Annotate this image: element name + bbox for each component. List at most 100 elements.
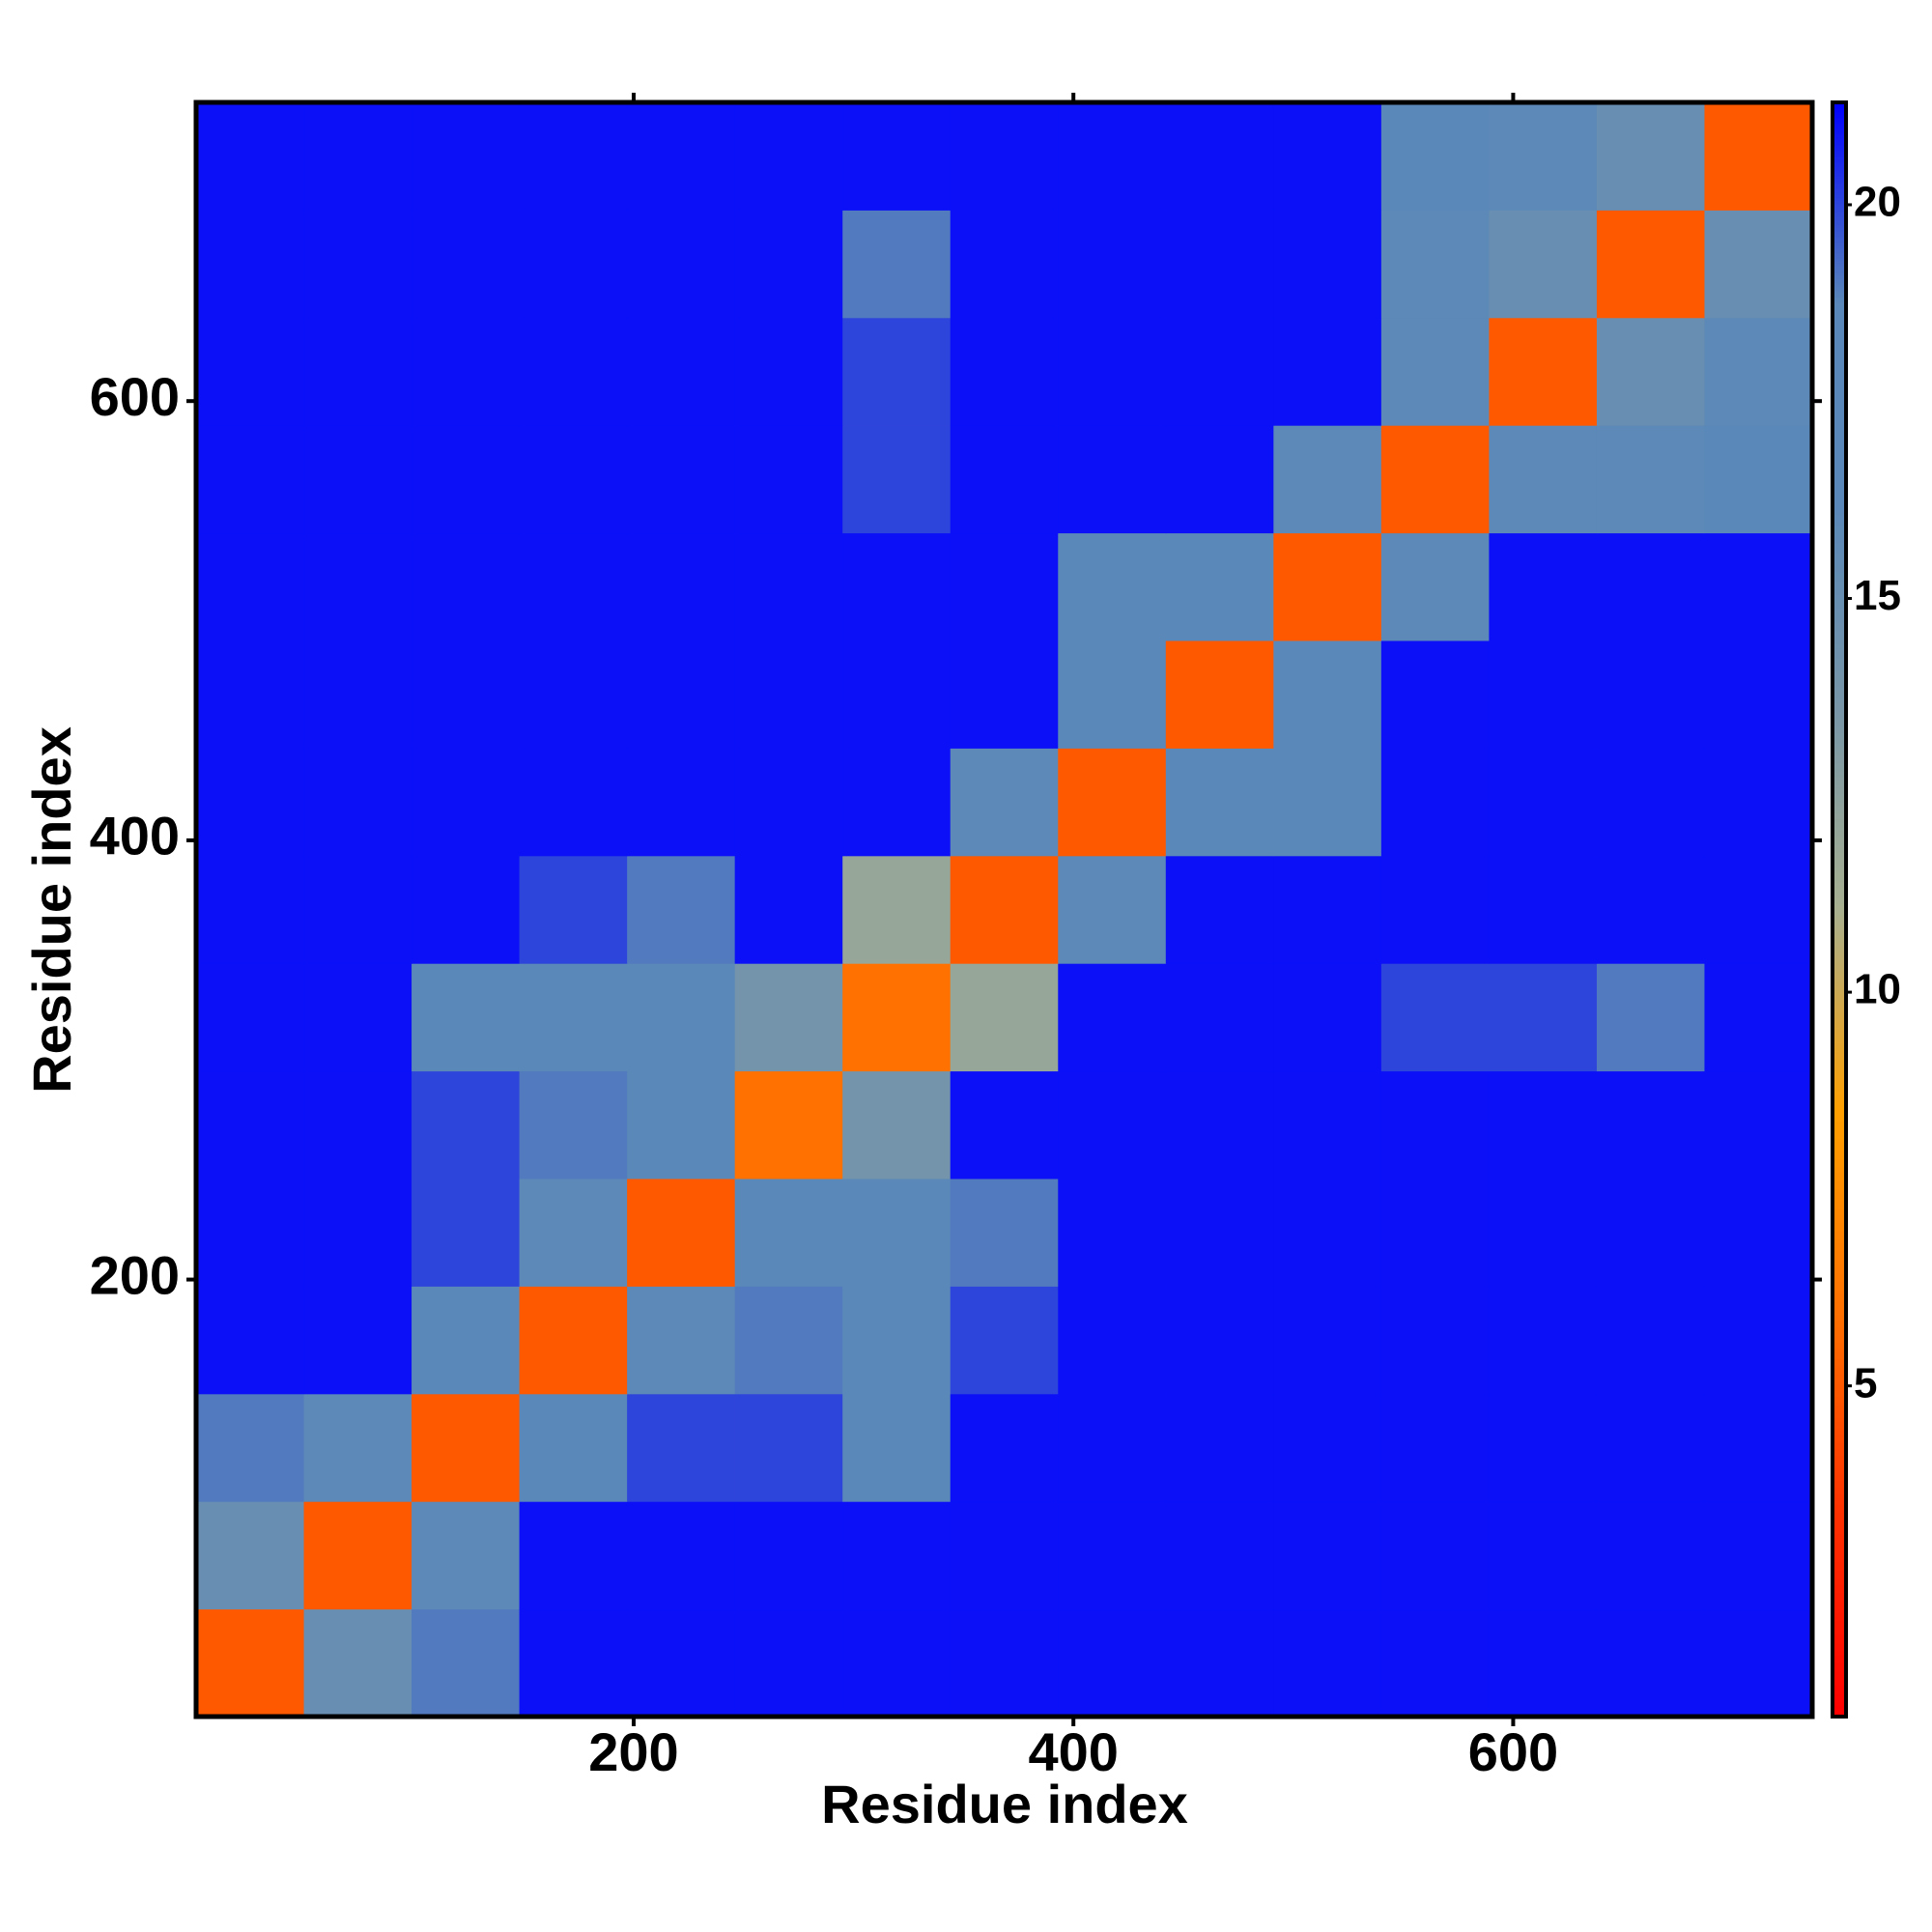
heatmap-cell — [196, 102, 305, 211]
heatmap-cell — [1165, 1393, 1274, 1502]
heatmap-cell — [1058, 425, 1167, 534]
colorbar — [1831, 100, 1848, 1719]
heatmap-cell — [196, 748, 305, 857]
heatmap-cell — [519, 532, 628, 641]
heatmap-cell — [196, 963, 305, 1072]
heatmap-cell — [1380, 1608, 1490, 1718]
heatmap-cell — [1704, 640, 1813, 749]
heatmap-cell — [842, 102, 952, 211]
heatmap-cell — [1273, 317, 1382, 426]
heatmap-cell — [196, 1070, 305, 1179]
heatmap-cell — [303, 963, 412, 1072]
heatmap-cell — [1380, 317, 1490, 426]
heatmap-cell — [1596, 532, 1705, 641]
heatmap-cell — [734, 1393, 843, 1502]
heatmap-cell — [1489, 1070, 1598, 1179]
heatmap-cell — [519, 748, 628, 857]
heatmap-cell — [519, 963, 628, 1072]
y-axis-title: Residue index — [21, 726, 82, 1094]
heatmap-cell — [1165, 1179, 1274, 1287]
y-tick-label: 200 — [90, 1244, 180, 1305]
heatmap-cell — [1058, 317, 1167, 426]
heatmap-cell — [1058, 748, 1167, 857]
heatmap-cell — [950, 425, 1059, 534]
heatmap-cell — [412, 1608, 521, 1718]
colorbar-tick-label: 15 — [1854, 572, 1901, 619]
heatmap-cell — [303, 532, 412, 641]
heatmap-cell — [519, 1179, 628, 1287]
heatmap-cell — [1273, 1179, 1382, 1287]
heatmap-cell — [950, 532, 1059, 641]
heatmap-cell — [1165, 425, 1274, 534]
heatmap-cell — [1165, 1070, 1274, 1179]
heatmap-cell — [1058, 640, 1167, 749]
heatmap-cell — [842, 1393, 952, 1502]
heatmap-cell — [1704, 210, 1813, 319]
heatmap-cell — [1380, 1070, 1490, 1179]
heatmap-cell — [1704, 963, 1813, 1072]
heatmap-cell — [303, 1179, 412, 1287]
heatmap-cell — [412, 317, 521, 426]
heatmap-cell — [842, 855, 952, 964]
heatmap-cell — [1704, 1608, 1813, 1718]
heatmap-cell — [1058, 1608, 1167, 1718]
heatmap-cell — [1165, 210, 1274, 319]
heatmap-cell — [1489, 1393, 1598, 1502]
heatmap-cell — [1058, 963, 1167, 1072]
heatmap-cell — [519, 1286, 628, 1395]
heatmap-cell — [519, 1608, 628, 1718]
heatmap-cell — [1704, 855, 1813, 964]
heatmap-cell — [1165, 855, 1274, 964]
heatmap-cell — [950, 210, 1059, 319]
heatmap-cell — [303, 102, 412, 211]
x-tick-label: 600 — [1468, 1721, 1558, 1782]
heatmap-cell — [1704, 1179, 1813, 1287]
heatmap-cell — [196, 855, 305, 964]
heatmap-cell — [1273, 748, 1382, 857]
heatmap-cell — [1596, 317, 1705, 426]
heatmap-cell — [1489, 317, 1598, 426]
heatmap-cell — [627, 855, 736, 964]
heatmap-cell — [1489, 1501, 1598, 1610]
heatmap-cell — [1380, 532, 1490, 641]
heatmap-cell — [1596, 1393, 1705, 1502]
heatmap-cell — [842, 210, 952, 319]
heatmap-cell — [1596, 1070, 1705, 1179]
heatmap-cell — [519, 1393, 628, 1502]
heatmap-cell — [842, 1608, 952, 1718]
heatmap-cell — [842, 1070, 952, 1179]
heatmap-cell — [842, 317, 952, 426]
heatmap-cell — [412, 1070, 521, 1179]
heatmap-cell — [950, 1070, 1059, 1179]
heatmap-cell — [1704, 1393, 1813, 1502]
heatmap-cell — [1489, 963, 1598, 1072]
heatmap-cell — [519, 317, 628, 426]
heatmap-cell — [1704, 102, 1813, 211]
heatmap-cell — [1058, 102, 1167, 211]
heatmap-cell — [734, 532, 843, 641]
heatmap-cell — [303, 1501, 412, 1610]
heatmap-cell — [1273, 640, 1382, 749]
heatmap-cell — [842, 1286, 952, 1395]
heatmap-cell — [1704, 532, 1813, 641]
heatmap-cell — [196, 210, 305, 319]
heatmap-cell — [1058, 1070, 1167, 1179]
heatmap-cell — [1704, 317, 1813, 426]
heatmap-cell — [1489, 748, 1598, 857]
heatmap-cell — [412, 1393, 521, 1502]
heatmap-cell — [1273, 1286, 1382, 1395]
heatmap-cell — [519, 640, 628, 749]
heatmap-cell — [412, 855, 521, 964]
heatmap-cell — [1165, 1286, 1274, 1395]
heatmap-cell — [627, 748, 736, 857]
heatmap-cell — [1596, 1286, 1705, 1395]
heatmap-cell — [412, 1179, 521, 1287]
heatmap-cell — [1165, 102, 1274, 211]
heatmap-cell — [1596, 425, 1705, 534]
heatmap-cell — [950, 1501, 1059, 1610]
heatmap-cell — [734, 102, 843, 211]
heatmap-cell — [196, 425, 305, 534]
heatmap-cell — [734, 1179, 843, 1287]
heatmap-cell — [950, 317, 1059, 426]
heatmap-cell — [627, 1501, 736, 1610]
